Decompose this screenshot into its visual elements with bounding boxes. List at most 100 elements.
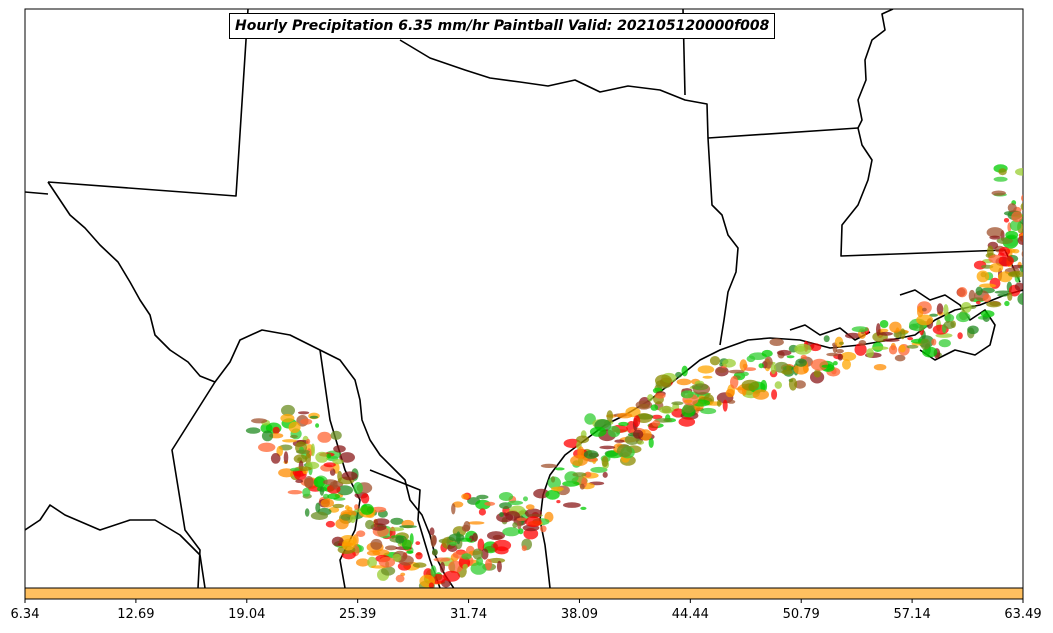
precip-blob bbox=[499, 512, 504, 517]
precip-blob bbox=[326, 453, 331, 459]
precip-blob bbox=[502, 527, 520, 537]
colorbar-tick-label: 25.39 bbox=[339, 607, 377, 622]
precip-blob bbox=[467, 521, 485, 525]
precip-blob bbox=[433, 557, 451, 562]
precip-blob bbox=[551, 486, 564, 492]
precip-blob bbox=[957, 332, 963, 340]
precip-blob bbox=[589, 426, 607, 437]
precip-blob bbox=[786, 355, 795, 359]
precip-blob bbox=[525, 516, 542, 528]
precip-blob bbox=[360, 493, 370, 504]
precip-blob bbox=[648, 437, 654, 448]
precip-blob bbox=[360, 503, 374, 515]
precip-blob bbox=[356, 558, 370, 567]
precip-blob bbox=[1031, 265, 1041, 270]
precip-blob bbox=[832, 344, 838, 354]
precip-blob bbox=[730, 376, 739, 389]
precip-blob bbox=[1026, 247, 1035, 252]
precip-blob bbox=[764, 356, 773, 369]
precip-blob bbox=[795, 358, 807, 367]
precip-blob bbox=[518, 528, 524, 535]
precip-blob bbox=[280, 413, 295, 423]
precip-blob bbox=[658, 406, 674, 414]
louisiana-marsh bbox=[789, 324, 871, 341]
precip-blob bbox=[297, 411, 310, 415]
precip-blob bbox=[345, 505, 350, 511]
precip-blob bbox=[430, 534, 437, 548]
precip-blob bbox=[647, 394, 654, 402]
precip-blob bbox=[304, 508, 310, 517]
precip-blob bbox=[725, 388, 735, 398]
precip-blob bbox=[287, 490, 303, 495]
precip-blob bbox=[451, 503, 456, 515]
precip-blob bbox=[982, 294, 991, 303]
precip-blob bbox=[556, 500, 561, 504]
precip-blob bbox=[794, 380, 806, 389]
precip-blob bbox=[387, 527, 405, 532]
precip-blob bbox=[378, 556, 396, 568]
precip-blob bbox=[996, 237, 1013, 245]
precip-blob bbox=[415, 541, 421, 545]
precip-blob bbox=[998, 246, 1011, 256]
precip-blob bbox=[931, 338, 937, 346]
precip-blob bbox=[635, 400, 653, 410]
precip-blob bbox=[994, 290, 1012, 294]
precip-blob bbox=[1008, 270, 1023, 278]
precip-blob bbox=[512, 522, 518, 528]
precip-blob bbox=[683, 403, 695, 414]
precip-blob bbox=[1038, 214, 1053, 221]
precip-blob bbox=[505, 511, 520, 521]
precip-blob bbox=[980, 310, 995, 318]
colorbar bbox=[24, 587, 1024, 600]
precip-blob bbox=[813, 369, 822, 378]
precip-blob bbox=[916, 314, 934, 326]
precip-blob bbox=[899, 344, 906, 353]
precip-blob bbox=[309, 415, 319, 419]
precip-blob bbox=[523, 496, 528, 502]
precip-blob bbox=[740, 371, 749, 377]
precip-blob bbox=[428, 582, 434, 588]
precip-blob bbox=[478, 508, 486, 516]
precip-blob bbox=[727, 399, 736, 404]
colorbar-tick-label: 57.14 bbox=[893, 607, 931, 622]
precip-blob bbox=[888, 345, 898, 355]
precip-blob bbox=[313, 476, 326, 488]
precip-blob bbox=[562, 480, 580, 487]
precip-blob bbox=[975, 286, 983, 296]
precip-blob bbox=[957, 287, 968, 298]
precip-blob bbox=[373, 518, 390, 526]
state-boundary-nm-west bbox=[25, 191, 49, 195]
precip-blob bbox=[651, 414, 663, 420]
precip-blob bbox=[1009, 220, 1022, 231]
precip-blob bbox=[525, 508, 542, 519]
precip-blob bbox=[1019, 264, 1023, 273]
precip-blob bbox=[676, 378, 692, 386]
colorbar-tick-label: 44.44 bbox=[671, 607, 709, 622]
precip-blob bbox=[481, 548, 489, 560]
colorbar-tick-label: 38.09 bbox=[560, 607, 599, 622]
precip-blob bbox=[774, 381, 782, 389]
precip-blob bbox=[340, 514, 352, 521]
precip-blob bbox=[432, 548, 438, 556]
colorbar-tick-label: 6.34 bbox=[10, 607, 40, 622]
precip-blob bbox=[770, 363, 777, 375]
precip-blob bbox=[392, 553, 402, 563]
texas-border bbox=[47, 181, 455, 588]
map-title: Hourly Precipitation 6.35 mm/hr Paintbal… bbox=[229, 13, 776, 39]
precip-blob bbox=[652, 420, 661, 427]
precip-blob bbox=[1035, 200, 1048, 208]
precip-blob bbox=[839, 341, 844, 345]
precip-blob bbox=[325, 520, 335, 528]
precip-blob bbox=[879, 320, 889, 328]
precip-blob bbox=[678, 417, 696, 427]
precip-blob bbox=[991, 190, 1006, 196]
precip-blob bbox=[463, 521, 471, 532]
precip-blob bbox=[1014, 282, 1023, 291]
precip-blob bbox=[601, 456, 609, 467]
precip-blob bbox=[1024, 254, 1037, 263]
mexico-coahuila-nuevo-leon bbox=[319, 349, 361, 588]
precip-blob bbox=[399, 525, 417, 529]
precip-blob bbox=[786, 364, 792, 371]
precip-blob bbox=[986, 301, 1002, 308]
precip-blob bbox=[1012, 249, 1020, 254]
